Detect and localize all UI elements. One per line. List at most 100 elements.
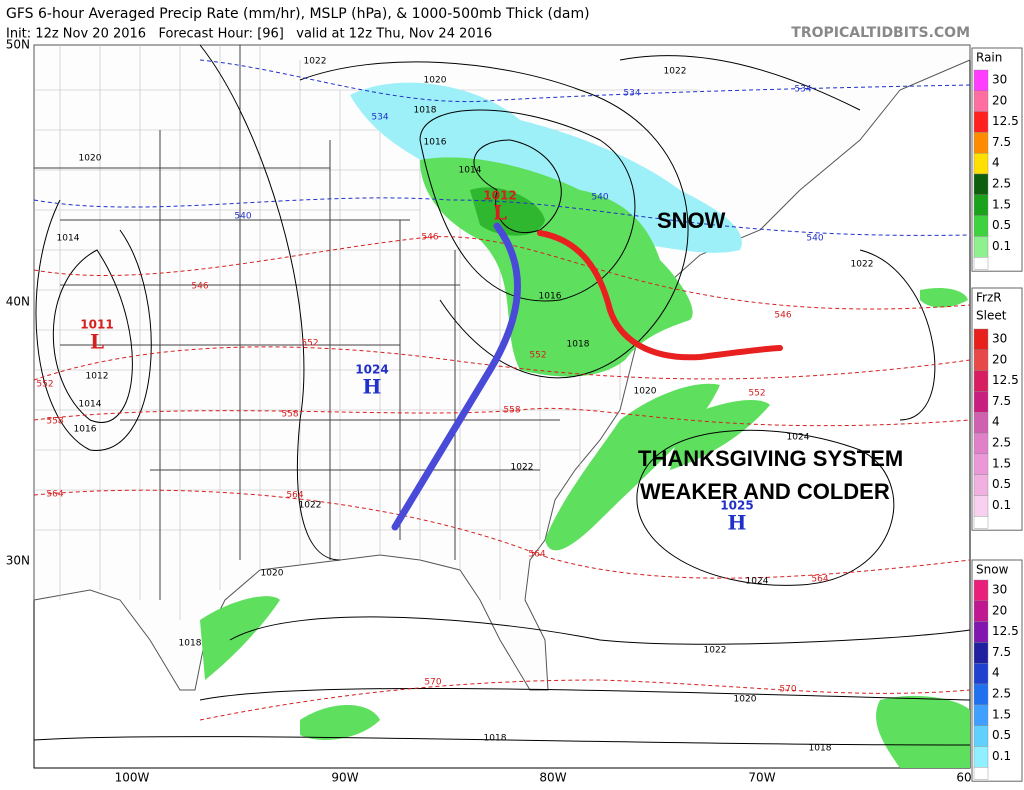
thickness-label: 534 xyxy=(794,85,811,95)
legend-level: 4 xyxy=(992,666,1000,680)
thickness-label: 570 xyxy=(424,678,441,688)
legend-title: Snow xyxy=(976,563,1009,577)
lat-label: 50N xyxy=(6,38,30,52)
thickness-label: 552 xyxy=(301,339,318,349)
cold-front-sketch xyxy=(391,222,521,531)
lat-label: 40N xyxy=(6,295,30,309)
legend-title: Rain xyxy=(976,51,1002,65)
legend-swatch xyxy=(973,579,989,601)
thickness-label: 570 xyxy=(779,685,796,695)
legend-level: 0.1 xyxy=(992,749,1011,763)
thickness-label: 546 xyxy=(421,233,438,243)
isobar-label: 1020 xyxy=(734,695,757,705)
isobars xyxy=(33,44,971,746)
thickness-label: 558 xyxy=(281,410,298,420)
legend-swatch xyxy=(973,257,989,270)
legend-level: 7.5 xyxy=(992,135,1011,149)
legend-swatch xyxy=(973,600,989,622)
legend-subtitle: Sleet xyxy=(976,309,1007,323)
legend-level: 20 xyxy=(992,93,1007,107)
legend-swatch xyxy=(973,453,989,475)
legend-swatch xyxy=(973,412,989,434)
legend-level: 0.1 xyxy=(992,239,1011,253)
annotation: THANKSGIVING SYSTEM xyxy=(638,446,903,471)
legend-level: 0.5 xyxy=(992,218,1011,232)
lat-label: 30N xyxy=(6,554,30,568)
thickness-label: 540 xyxy=(591,193,608,203)
isobar-label: 1012 xyxy=(86,372,109,382)
thickness-label: 552 xyxy=(36,380,53,390)
legend-swatch xyxy=(973,683,989,705)
pressure-value: 1012 xyxy=(483,189,516,203)
legend-swatch xyxy=(973,349,989,371)
isobar-label: 1020 xyxy=(79,154,102,164)
legend-level: 0.5 xyxy=(992,477,1011,491)
legend-level: 12.5 xyxy=(992,624,1019,638)
isobar-label: 1018 xyxy=(414,106,437,116)
rain-area xyxy=(300,705,380,740)
legend-swatch xyxy=(973,132,989,154)
source: TROPICALTIDBITS.COM xyxy=(791,25,970,41)
legend-level: 2.5 xyxy=(992,687,1011,701)
isobar-label: 1022 xyxy=(299,501,322,511)
thickness-label: 534 xyxy=(371,113,388,123)
isobar-label: 1018 xyxy=(809,744,832,754)
legend-level: 1.5 xyxy=(992,197,1011,211)
legend-level: 4 xyxy=(992,415,1000,429)
isobar-label: 1014 xyxy=(79,400,102,410)
legend-swatch xyxy=(973,474,989,496)
legend-title: FrzR xyxy=(976,291,1002,305)
rain-area xyxy=(670,400,770,470)
pressure-symbol: L xyxy=(90,330,104,354)
legend-swatch xyxy=(973,370,989,392)
isobar-label: 1022 xyxy=(851,260,874,270)
isobar-label: 1022 xyxy=(704,646,727,656)
legend-swatch xyxy=(973,328,989,350)
legend-level: 20 xyxy=(992,603,1007,617)
isobar-label: 1024 xyxy=(746,577,769,587)
thickness-label: 558 xyxy=(503,406,520,416)
legend-level: 7.5 xyxy=(992,645,1011,659)
legend-swatch xyxy=(973,725,989,747)
rain-area xyxy=(920,288,968,308)
legend-swatch xyxy=(973,432,989,454)
annotation: WEAKER AND COLDER xyxy=(640,479,890,504)
precipitation xyxy=(200,82,970,768)
legend-level: 7.5 xyxy=(992,394,1011,408)
map-area xyxy=(33,44,971,769)
legend-level: 1.5 xyxy=(992,707,1011,721)
legend-level: 0.1 xyxy=(992,498,1011,512)
thickness-label: 558 xyxy=(46,417,63,427)
legend-level: 2.5 xyxy=(992,177,1011,191)
isobar-label: 1020 xyxy=(634,387,657,397)
legend-swatch xyxy=(973,90,989,112)
legend-swatch xyxy=(973,704,989,726)
lon-label: 100W xyxy=(115,771,150,785)
isobar-label: 1022 xyxy=(664,67,687,77)
legend-swatch xyxy=(973,621,989,643)
legend-level: 1.5 xyxy=(992,456,1011,470)
legend-swatch xyxy=(973,194,989,216)
legend-swatch xyxy=(973,767,989,780)
isobar-label: 1016 xyxy=(74,425,97,435)
pressure-value: 1025 xyxy=(720,499,753,513)
subtitle: Init: 12z Nov 20 2016 Forecast Hour: [96… xyxy=(6,27,492,42)
legend-swatch xyxy=(973,516,989,529)
isobar-label: 1018 xyxy=(484,734,507,744)
thickness-label: 546 xyxy=(774,311,791,321)
thickness-lines xyxy=(33,59,971,721)
isobar-label: 1016 xyxy=(424,138,447,148)
legend-level: 4 xyxy=(992,156,1000,170)
rain-area xyxy=(545,383,720,551)
lon-label: 70W xyxy=(748,771,775,785)
isobar-label: 1020 xyxy=(261,569,284,579)
rain-area xyxy=(876,695,970,768)
thickness-label: 564 xyxy=(286,491,303,501)
isobar-label: 1018 xyxy=(179,639,202,649)
pressure-symbol: H xyxy=(363,375,382,399)
rain-area xyxy=(470,187,545,236)
legend-level: 30 xyxy=(992,73,1007,87)
legend-level: 30 xyxy=(992,332,1007,346)
legend-swatch xyxy=(973,152,989,175)
